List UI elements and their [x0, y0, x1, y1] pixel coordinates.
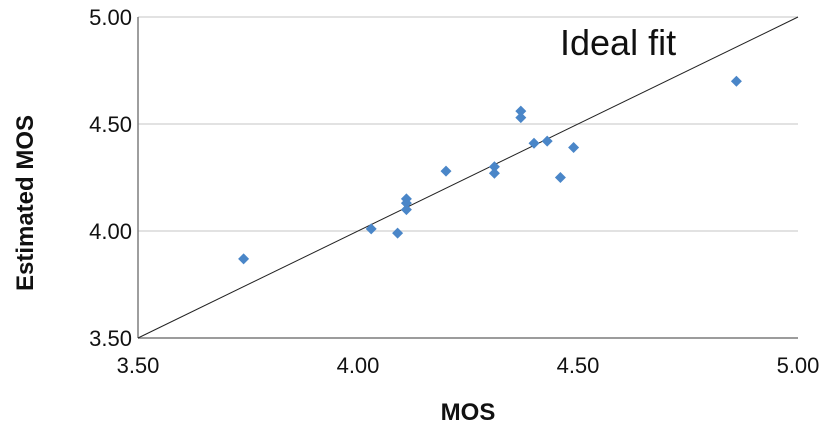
y-tick-label-3: 5.00 [89, 5, 132, 30]
data-point-0 [238, 253, 250, 265]
data-point-13 [554, 172, 566, 183]
data-point-8 [488, 167, 500, 179]
data-point-12 [541, 135, 553, 147]
x-tick-label-2: 4.50 [557, 353, 600, 378]
data-point-9 [515, 105, 527, 117]
data-points [238, 75, 742, 265]
data-point-7 [488, 161, 500, 173]
y-tick-labels: 3.50 4.00 4.50 5.00 [89, 5, 132, 351]
y-axis-title: Estimated MOS [12, 115, 39, 291]
y-tick-label-2: 4.50 [89, 112, 132, 137]
data-point-14 [568, 142, 580, 154]
x-tick-labels: 3.50 4.00 4.50 5.00 [117, 353, 820, 378]
x-tick-label-0: 3.50 [117, 353, 160, 378]
y-tick-label-1: 4.00 [89, 219, 132, 244]
ideal-fit-label: Ideal fit [560, 22, 676, 63]
data-point-15 [730, 75, 742, 87]
ideal-fit-line [137, 16, 799, 339]
data-point-10 [515, 112, 527, 124]
data-point-11 [528, 137, 540, 149]
x-axis-title: MOS [441, 399, 496, 426]
data-point-5 [400, 204, 412, 216]
x-tick-label-1: 4.00 [337, 353, 380, 378]
data-point-6 [440, 165, 452, 177]
data-point-4 [400, 197, 412, 209]
y-tick-label-0: 3.50 [89, 326, 132, 351]
x-tick-label-3: 5.00 [777, 353, 820, 378]
data-point-2 [392, 227, 404, 239]
data-point-1 [365, 223, 377, 235]
